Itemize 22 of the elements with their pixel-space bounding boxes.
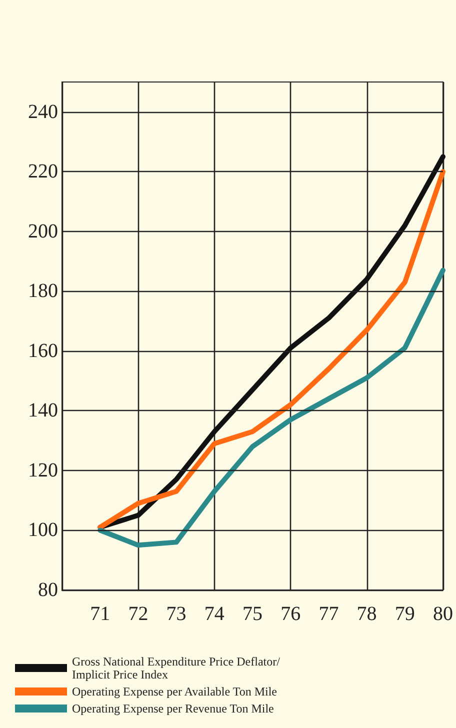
x-tick-label: 79 (394, 603, 415, 625)
x-tick-label: 78 (356, 603, 377, 625)
legend-label: Operating Expense per Revenue Ton Mile (72, 702, 274, 716)
x-tick-label: 71 (90, 603, 110, 625)
x-tick-label: 75 (242, 603, 262, 625)
y-tick-label: 220 (28, 160, 58, 183)
x-tick-label: 74 (204, 603, 224, 625)
y-tick-label: 140 (28, 400, 58, 422)
x-tick-label: 73 (166, 603, 186, 625)
y-tick-label: 200 (28, 220, 58, 242)
y-tick-label: 100 (28, 519, 58, 542)
legend-label: Gross National Expenditure Price Deflator/ Implicit Price Index (72, 654, 281, 682)
x-tick-label: 77 (318, 603, 339, 625)
legend-label: Operating Expense per Available Ton Mile (72, 684, 277, 698)
y-tick-label: 180 (28, 280, 58, 302)
y-tick-label: 120 (28, 459, 58, 482)
y-tick-label: 240 (28, 100, 58, 123)
x-tick-label: 80 (433, 603, 453, 625)
y-tick-label: 160 (28, 340, 58, 362)
x-tick-label: 76 (280, 603, 301, 625)
y-tick-label: 80 (38, 579, 58, 601)
x-tick-label: 72 (128, 603, 148, 625)
